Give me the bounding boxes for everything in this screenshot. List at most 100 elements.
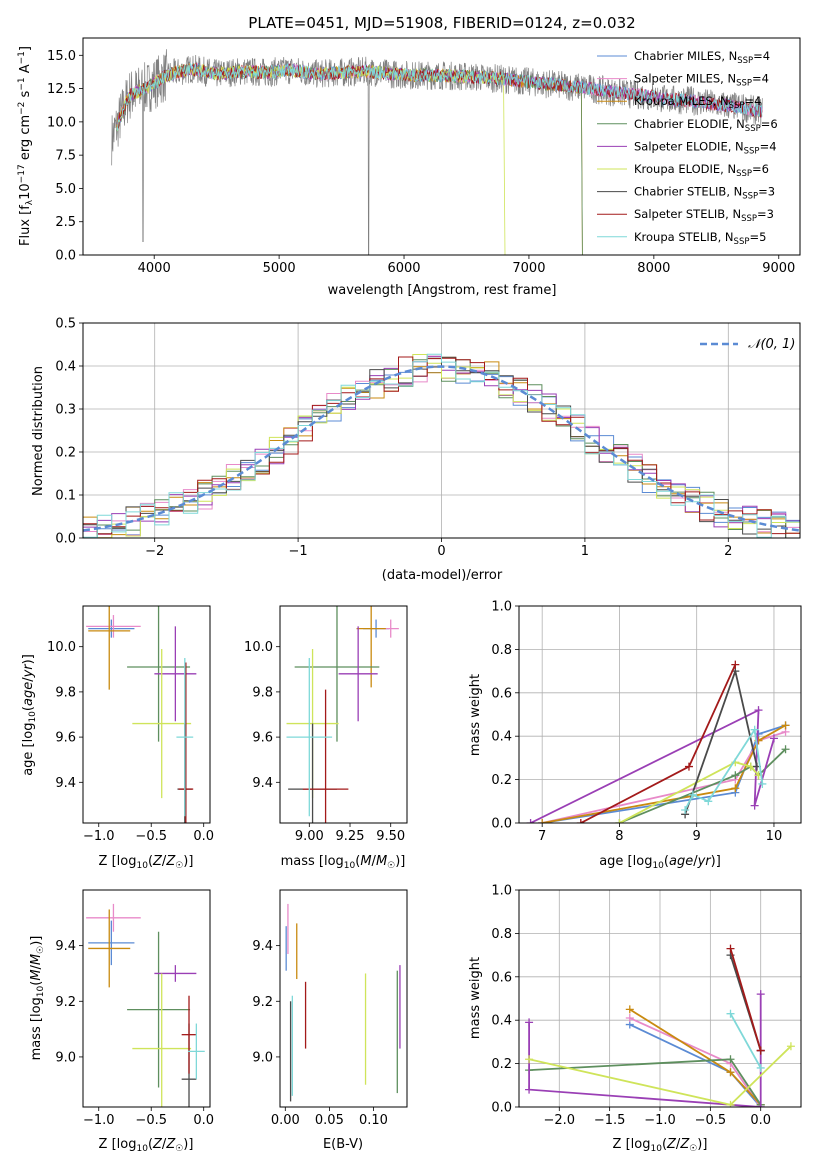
spectrum-series-group (111, 49, 763, 255)
weight-vs-z-panel: −2.0 −1.5 −1.0 −0.5 0.0 0.0 0.2 0.4 0.6 0.8 1.0 Z … (468, 884, 802, 1154)
weight-point-marker (704, 797, 713, 806)
weight-point-marker (688, 790, 697, 799)
weight-series-group (525, 944, 795, 1107)
y-tick-label: 0.1 (55, 489, 76, 504)
y-tick-label: 0.5 (55, 317, 76, 332)
residuals-panel: −2 −1 0 1 2 0.0 0.1 0.2 0.3 0.4 0.5 𝒩(0, 1) (data-m… (31, 317, 801, 583)
mass-vs-ebv-x-axis-label: E(B-V) (323, 1137, 363, 1152)
x-tick-label: 0.10 (359, 1113, 388, 1128)
weight-point-marker (684, 762, 693, 771)
mass-vs-z-x-axis-label: Z [log10(Z/Z☉)] (99, 1137, 194, 1154)
mass-vs-z-y-axis-label: mass [log10(M/M☉)] (29, 936, 46, 1061)
weight-series-line (530, 708, 775, 823)
x-tick-label: 7000 (512, 261, 545, 276)
weight-point-marker (756, 1063, 765, 1072)
residual-histograms (83, 353, 800, 538)
legend-value: =6 (752, 162, 769, 176)
weight-point-marker (526, 819, 535, 823)
weight-point-marker (681, 805, 690, 814)
weight-series-line (542, 724, 786, 823)
x-tick-label: 0.0 (193, 829, 214, 844)
weight-point-marker (769, 734, 778, 743)
weight-point-marker (625, 1005, 634, 1014)
weight-vs-age-plot-area: 7 8 9 10 0.0 0.2 0.4 0.6 0.8 1.0 (491, 600, 802, 844)
legend-label: Salpeter ELODIE, NSSP=4 (634, 139, 777, 156)
y-tick-label: 9.4 (252, 939, 273, 954)
spectrum-x-axis-label: wavelength [Angstrom, rest frame] (328, 283, 557, 298)
y-tick-label: 0.3 (55, 403, 76, 418)
x-tick-label: 0 (437, 544, 445, 559)
legend-value: =4 (752, 72, 769, 86)
y-tick-label: 9.4 (55, 776, 76, 791)
weight-point-marker (756, 1046, 765, 1055)
x-tick-label: −1.0 (83, 1113, 115, 1128)
x-tick-label: 9000 (762, 261, 795, 276)
errorbar-group (286, 606, 399, 823)
age-vs-mass-panel: 9.00 9.25 9.50 9.4 9.6 9.8 10.0 mass [log10(M/… (244, 605, 408, 871)
y-tick-label: 9.4 (252, 776, 273, 791)
legend-subscript: SSP (742, 192, 758, 202)
axes-frame (82, 605, 211, 824)
weight-vs-age-y-axis-label: mass weight (468, 674, 483, 756)
normal-reference-curve (83, 365, 800, 532)
x-tick-label: 0.05 (315, 1113, 344, 1128)
x-tick-label: 6000 (387, 261, 420, 276)
legend-label: Kroupa ELODIE, NSSP=6 (634, 162, 769, 179)
age-vs-mass-plot-area: 9.00 9.25 9.50 9.4 9.6 9.8 10.0 (244, 605, 408, 844)
x-tick-label: −1 (289, 544, 308, 559)
weight-series-line (542, 724, 786, 823)
y-tick-label: 0.0 (491, 817, 512, 832)
legend-subscript: SSP (734, 237, 750, 247)
age-vs-z-plot-area: −1.0 −0.5 0.0 9.4 9.6 9.8 10.0 (47, 605, 214, 844)
y-tick-label: 9.2 (252, 995, 273, 1010)
residuals-y-axis-label: Normed distribution (31, 366, 46, 496)
x-tick-label: 8 (615, 829, 623, 844)
y-tick-label: 1.0 (491, 600, 512, 615)
x-tick-label: 2 (724, 544, 732, 559)
weight-point-marker (625, 1014, 634, 1023)
axes-frame (518, 605, 802, 824)
y-tick-label: 9.6 (252, 731, 273, 746)
x-tick-label: −2.0 (543, 1113, 575, 1128)
weight-point-marker (726, 1100, 735, 1107)
weight-vs-age-x-axis-label: age [log10(age/yr)] (599, 854, 721, 871)
age-vs-mass-x-axis-label: mass [log10(M/M☉)] (281, 854, 406, 871)
legend-label: Chabrier MILES, NSSP=4 (634, 49, 770, 66)
weight-series-line (528, 994, 762, 1107)
weight-point-marker (731, 660, 740, 669)
weight-point-marker (576, 819, 585, 823)
age-vs-z-x-axis-label: Z [log10(Z/Z☉)] (99, 854, 194, 871)
mass-vs-z-panel: −1.0 −0.5 0.0 9.0 9.2 9.4 Z [log10(Z/Z☉)] mas… (29, 889, 214, 1154)
spectrum-model-line (116, 63, 583, 255)
legend-value: =3 (757, 207, 774, 221)
weight-series-line (618, 761, 760, 823)
errorbar-group (86, 606, 197, 823)
legend-label: Chabrier ELODIE, NSSP=6 (634, 117, 778, 134)
weight-point-marker (525, 1055, 534, 1064)
weight-series-line (729, 1013, 762, 1069)
axes-frame (82, 322, 801, 539)
y-tick-label: 10.0 (244, 640, 273, 655)
legend-value: =4 (753, 49, 770, 63)
y-tick-label: 0.8 (491, 927, 512, 942)
legend-subscript: SSP (741, 214, 757, 224)
spectrum-plot-area: 4000 5000 6000 7000 8000 9000 0.0 2.5 5.0 7.5 10.0… (47, 37, 801, 276)
legend-value: =4 (760, 139, 777, 153)
weight-point-marker (781, 721, 790, 730)
legend-label: Chabrier STELIB, NSSP=3 (634, 185, 775, 202)
axes-frame (82, 37, 801, 256)
x-tick-label: 7 (538, 829, 546, 844)
weight-point-marker (750, 801, 759, 810)
axes-frame (518, 889, 802, 1108)
weight-point-marker (726, 1068, 735, 1077)
x-tick-label: 9.25 (336, 829, 365, 844)
legend-subscript: SSP (737, 56, 753, 66)
legend-subscript: SSP (736, 79, 752, 89)
axes-frame (279, 605, 408, 824)
legend-label: Kroupa STELIB, NSSP=5 (634, 230, 766, 247)
y-tick-label: 9.4 (55, 939, 76, 954)
weight-point-marker (615, 819, 624, 823)
x-tick-label: −0.5 (135, 829, 167, 844)
x-tick-label: −1.5 (594, 1113, 626, 1128)
weight-vs-z-y-axis-label: mass weight (468, 957, 483, 1039)
